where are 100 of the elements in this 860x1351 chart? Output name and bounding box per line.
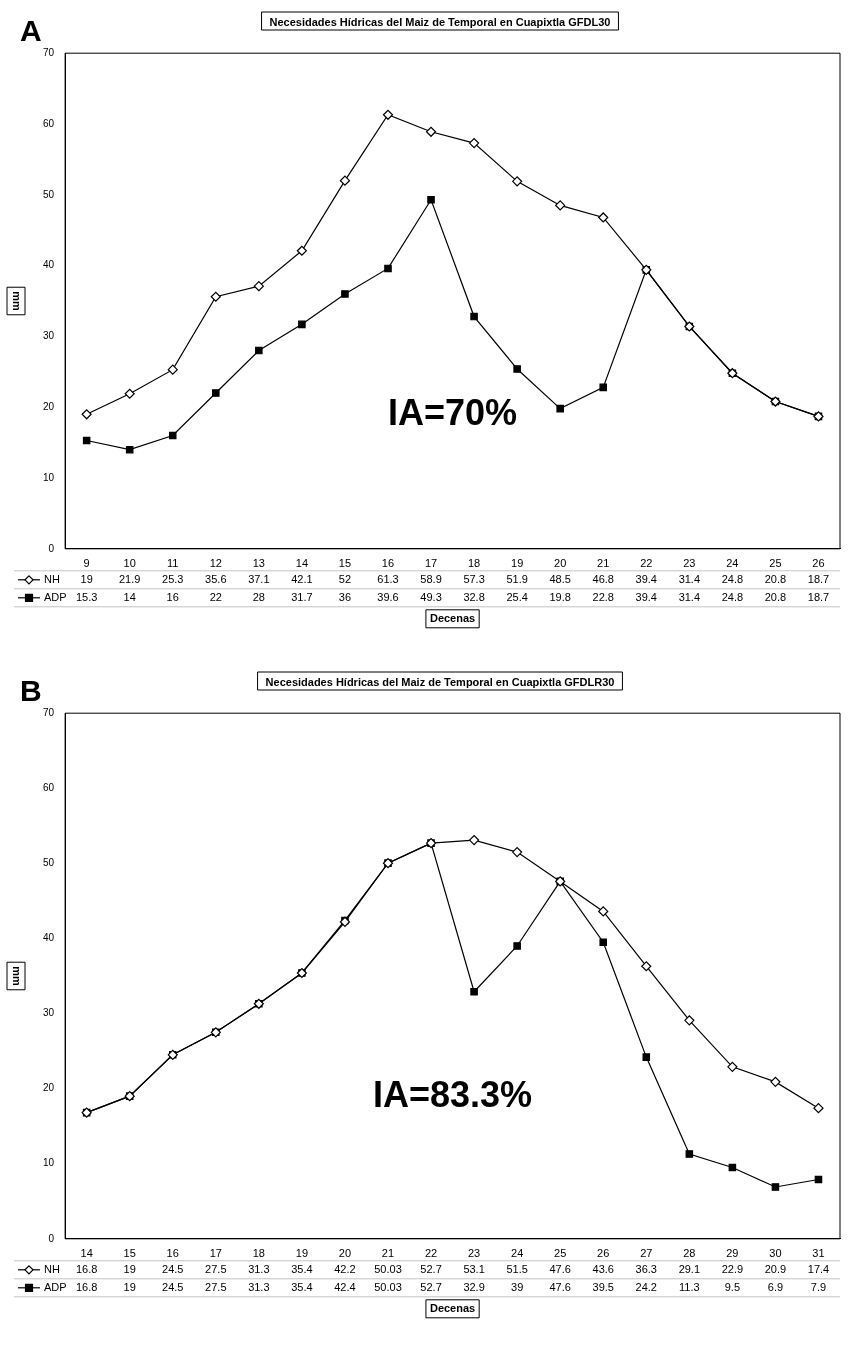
annotation: IA=70% [388, 391, 518, 433]
x-tick-label: 19 [295, 1247, 309, 1260]
data-label: 20.8 [764, 572, 787, 585]
data-label: 22.9 [721, 1262, 744, 1275]
x-tick-label: 24 [511, 1247, 524, 1260]
data-label: 20.9 [764, 1262, 787, 1275]
x-tick-label: 14 [80, 1247, 93, 1260]
x-tick-label: 17 [209, 1247, 222, 1260]
data-label: 39.4 [635, 590, 657, 603]
data-label: 9.5 [724, 1280, 741, 1293]
data-label: 36 [338, 590, 352, 603]
data-label: 32.9 [463, 1280, 485, 1293]
data-label: 50.03 [374, 1262, 402, 1275]
data-label: 49.3 [420, 590, 442, 603]
y-tick-label: 60 [43, 117, 55, 129]
data-label: 19 [80, 572, 93, 585]
y-tick-label: 30 [43, 330, 55, 342]
y-tick-label: 20 [43, 1082, 55, 1094]
data-label: 47.6 [549, 1280, 571, 1293]
x-tick-label: 22 [640, 557, 653, 570]
x-tick-label: 23 [683, 557, 696, 570]
y-tick-label: 10 [43, 471, 55, 483]
data-label: 35.6 [205, 572, 227, 585]
x-tick-label: 13 [252, 557, 265, 570]
data-label: 24.2 [635, 1280, 657, 1293]
chart-title: Necesidades Hídricas del Maiz de Temporal en Cuapixtla GFDL30 [269, 15, 611, 28]
x-axis-title: Decenas [429, 611, 476, 624]
data-label: 52.7 [420, 1280, 442, 1293]
data-label: 42.1 [291, 572, 313, 585]
data-label: 17.4 [807, 1262, 830, 1275]
y-axis-title: mm [10, 966, 23, 986]
chart-title: Necesidades Hídricas del Maiz de Temporal en Cuapixtla GFDLR30 [265, 675, 615, 688]
x-tick-label: 19 [511, 557, 524, 570]
x-tick-label: 14 [295, 557, 309, 570]
legend-label: ADP [44, 1280, 67, 1293]
data-label: 20.8 [764, 590, 787, 603]
x-tick-label: 11 [167, 557, 179, 570]
data-label: 24.8 [721, 572, 744, 585]
data-label: 31.7 [291, 590, 313, 603]
data-label: 46.8 [592, 572, 614, 585]
legend-label: NH [44, 572, 60, 585]
data-label: 19 [123, 1262, 136, 1275]
data-label: 52 [338, 572, 352, 585]
y-tick-label: 70 [43, 46, 55, 58]
data-label: 42.2 [334, 1262, 356, 1275]
x-tick-label: 10 [123, 557, 136, 570]
x-tick-label: 30 [769, 1247, 782, 1260]
data-label: 58.9 [420, 572, 442, 585]
x-tick-label: 29 [726, 1247, 739, 1260]
y-tick-label: 0 [48, 542, 55, 554]
x-tick-label: 24 [726, 557, 739, 570]
y-tick-label: 40 [43, 259, 55, 271]
data-label: 21.9 [118, 572, 141, 585]
data-label: 27.5 [205, 1262, 227, 1275]
y-tick-label: 40 [43, 932, 55, 944]
x-tick-label: 17 [424, 557, 438, 570]
x-tick-label: 22 [424, 1247, 438, 1260]
data-label: 35.4 [291, 1262, 313, 1275]
data-label: 32.8 [463, 590, 485, 603]
x-tick-label: 23 [467, 1247, 481, 1260]
x-tick-label: 26 [812, 557, 825, 570]
data-label: 28 [252, 590, 265, 603]
data-label: 39 [511, 1280, 524, 1293]
y-tick-label: 30 [43, 1007, 55, 1019]
data-label: 51.9 [506, 572, 528, 585]
x-axis-title: Decenas [429, 1301, 476, 1314]
x-tick-label: 18 [252, 1247, 265, 1260]
data-label: 25.4 [506, 590, 528, 603]
x-tick-label: 25 [769, 557, 782, 570]
data-label: 18.7 [807, 590, 830, 603]
data-label: 19.8 [549, 590, 571, 603]
y-tick-label: 0 [48, 1232, 55, 1244]
x-tick-label: 18 [467, 557, 481, 570]
data-label: 31.3 [248, 1262, 270, 1275]
x-tick-label: 21 [597, 557, 610, 570]
y-tick-label: 70 [43, 706, 55, 718]
data-label: 51.5 [506, 1262, 528, 1275]
y-tick-label: 60 [43, 782, 55, 794]
y-tick-label: 20 [43, 400, 55, 412]
data-label: 48.5 [549, 572, 571, 585]
data-label: 43.6 [592, 1262, 614, 1275]
data-label: 39.5 [592, 1280, 614, 1293]
data-label: 31.3 [248, 1280, 270, 1293]
legend-label: NH [44, 1262, 60, 1275]
data-label: 22.8 [592, 590, 614, 603]
data-label: 15.3 [75, 590, 98, 603]
data-label: 36.3 [635, 1262, 657, 1275]
data-label: 16 [166, 590, 179, 603]
x-tick-label: 20 [338, 1247, 352, 1260]
y-tick-label: 10 [43, 1157, 55, 1169]
data-label: 16.8 [75, 1262, 98, 1275]
x-tick-label: 20 [554, 557, 567, 570]
data-label: 47.6 [549, 1262, 571, 1275]
x-tick-label: 21 [381, 1247, 395, 1260]
x-tick-label: 26 [597, 1247, 610, 1260]
x-tick-label: 9 [83, 557, 90, 570]
x-tick-label: 12 [209, 557, 222, 570]
y-tick-label: 50 [43, 857, 55, 869]
text: B [20, 674, 42, 708]
data-label: 53.1 [463, 1262, 485, 1275]
